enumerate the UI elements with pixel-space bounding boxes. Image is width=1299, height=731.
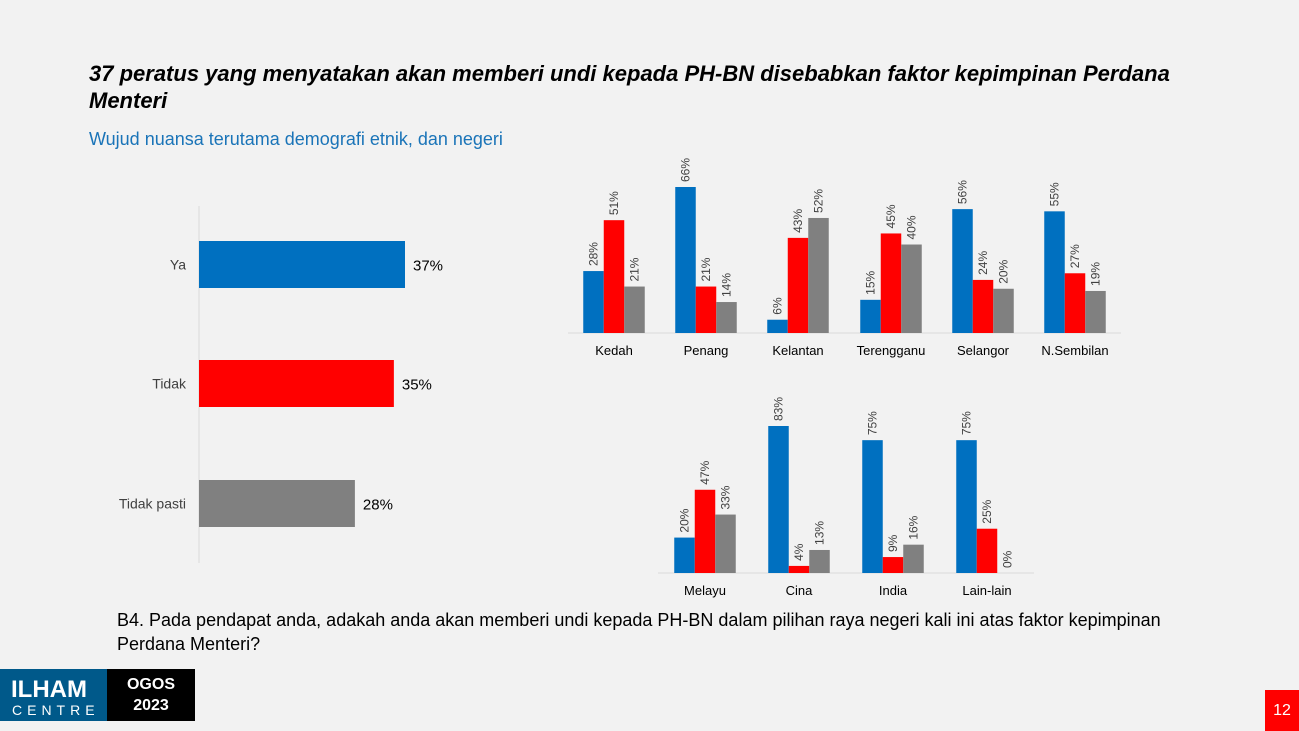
ethnic-category-label: Melayu xyxy=(684,583,726,598)
ethnic-category-label: India xyxy=(879,583,908,598)
date-badge: OGOS 2023 xyxy=(107,669,195,721)
ethnic-value-label: 20% xyxy=(678,508,692,532)
state-value-label: 28% xyxy=(587,242,601,266)
slide-subtitle: Wujud nuansa terutama demografi etnik, d… xyxy=(89,129,503,149)
slide-title: 37 peratus yang menyatakan akan memberi … xyxy=(89,61,1170,113)
overall-category-label: Tidak pasti xyxy=(119,496,186,512)
ethnic-bar xyxy=(809,549,830,573)
state-bar xyxy=(695,286,717,333)
overall-category-label: Ya xyxy=(170,257,186,273)
state-value-label: 66% xyxy=(679,158,693,182)
state-bar xyxy=(1044,211,1065,333)
state-value-label: 52% xyxy=(812,189,826,213)
state-category-label: Terengganu xyxy=(857,343,926,358)
state-value-label: 43% xyxy=(791,209,805,233)
state-value-label: 40% xyxy=(905,215,919,239)
ethnic-bar xyxy=(715,514,736,573)
ethnic-value-label: 4% xyxy=(792,543,806,561)
ethnic-bar xyxy=(694,489,716,573)
state-category-label: N.Sembilan xyxy=(1041,343,1108,358)
ethnic-bar xyxy=(862,440,883,573)
state-value-label: 14% xyxy=(720,273,734,297)
state-bar xyxy=(767,319,788,333)
ethnic-value-label: 83% xyxy=(772,397,786,421)
overall-bar xyxy=(199,241,405,288)
state-category-label: Selangor xyxy=(957,343,1010,358)
state-bar xyxy=(972,279,994,333)
state-value-label: 51% xyxy=(607,191,621,215)
state-value-label: 21% xyxy=(699,257,713,281)
ethnic-value-label: 47% xyxy=(698,460,712,484)
ethnic-value-label: 33% xyxy=(719,485,733,509)
state-bar xyxy=(583,271,604,333)
ethnic-category-label: Cina xyxy=(786,583,814,598)
ethnic-bar xyxy=(788,565,810,573)
ilham-centre-logo: ILHAM CENTRE xyxy=(0,669,107,721)
state-value-label: 27% xyxy=(1068,244,1082,268)
logo-subtitle: CENTRE xyxy=(12,702,100,718)
state-value-label: 45% xyxy=(884,204,898,228)
state-bar xyxy=(993,288,1014,333)
state-value-label: 20% xyxy=(997,259,1011,283)
state-bar xyxy=(1085,290,1106,333)
state-category-label: Penang xyxy=(684,343,729,358)
ethnic-value-label: 13% xyxy=(813,521,827,545)
state-bar xyxy=(952,209,973,333)
state-bar xyxy=(808,217,829,333)
overall-bar-value-label: 35% xyxy=(402,377,432,394)
survey-question: B4. Pada pendapat anda, adakah anda akan… xyxy=(117,610,1161,654)
ethnic-value-label: 75% xyxy=(960,411,974,435)
ethnic-value-label: 16% xyxy=(907,515,921,539)
ethnic-category-label: Lain-lain xyxy=(962,583,1011,598)
state-bar xyxy=(675,187,696,333)
state-bar xyxy=(716,302,737,333)
overall-bar-value-label: 28% xyxy=(363,497,393,514)
ethnic-value-label: 75% xyxy=(866,411,880,435)
state-category-label: Kedah xyxy=(595,343,633,358)
overall-category-label: Tidak xyxy=(152,376,187,392)
logo-wordmark: ILHAM xyxy=(11,676,87,703)
ethnic-bar xyxy=(956,440,977,573)
state-bar xyxy=(787,237,809,333)
page-number: 12 xyxy=(1265,690,1299,731)
state-value-label: 24% xyxy=(976,251,990,275)
state-value-label: 15% xyxy=(864,270,878,294)
ethnic-value-label: 0% xyxy=(1001,550,1015,568)
state-value-label: 56% xyxy=(956,180,970,204)
ethnic-value-label: 25% xyxy=(980,499,994,523)
charts-canvas: Ya 37% Tidak 35% Tidak pasti 28% 28% 51% 21% Keda… xyxy=(119,158,1121,598)
overall-bar-value-label: 37% xyxy=(413,258,443,275)
state-bar xyxy=(603,220,625,333)
ethnic-value-label: 9% xyxy=(886,534,900,552)
state-value-label: 21% xyxy=(628,257,642,281)
ethnic-bar xyxy=(674,537,695,573)
state-bar xyxy=(1064,273,1086,333)
state-bar xyxy=(624,286,645,333)
date-year: 2023 xyxy=(133,697,169,714)
state-value-label: 55% xyxy=(1048,182,1062,206)
state-value-label: 6% xyxy=(771,297,785,315)
date-month: OGOS xyxy=(126,676,175,693)
ethnic-bar xyxy=(976,528,998,573)
overall-bar xyxy=(199,480,355,527)
state-bar xyxy=(860,299,881,333)
ethnic-bar xyxy=(882,557,904,573)
state-bar xyxy=(901,244,922,333)
ethnic-bar xyxy=(768,426,789,573)
ethnic-bar xyxy=(903,544,924,573)
state-bar xyxy=(880,233,902,333)
state-category-label: Kelantan xyxy=(772,343,823,358)
overall-bar xyxy=(199,360,394,407)
state-value-label: 19% xyxy=(1089,262,1103,286)
